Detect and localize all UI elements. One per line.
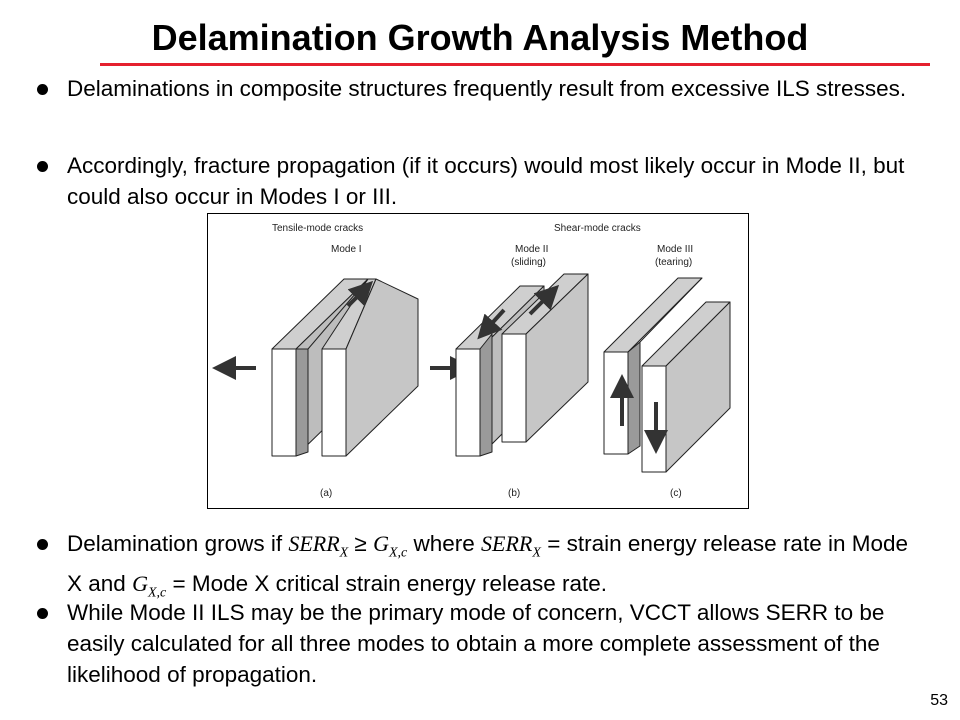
bullet-dot: [37, 539, 48, 550]
bullet-dot: [37, 161, 48, 172]
mode-1-specimen: [271, 278, 419, 457]
caption-c: (c): [670, 488, 682, 499]
mode-2-specimen: [455, 273, 589, 457]
mode-2-arrows: [477, 284, 560, 340]
bullet-text-3: Delamination grows if SERRX ≥ GX,c where…: [67, 528, 922, 609]
serr-x-symbol: SERRX: [288, 531, 349, 561]
bullet-text-2: Accordingly, fracture propagation (if it…: [67, 153, 905, 209]
slide-title: Delamination Growth Analysis Method: [151, 17, 809, 58]
bullet-item-3: Delamination grows if SERRX ≥ GX,c where…: [37, 528, 922, 609]
mode-2-label: Mode II: [515, 244, 548, 255]
text-run: = Mode X critical strain energy release …: [166, 571, 608, 597]
bullet-item-4: While Mode II ILS may be the primary mod…: [37, 597, 922, 690]
mode-3-specimen: [603, 277, 731, 473]
mode-2-sublabel: (sliding): [511, 257, 546, 268]
tensile-mode-header: Tensile-mode cracks: [272, 223, 363, 234]
bullet-text-4: While Mode II ILS may be the primary mod…: [67, 600, 885, 687]
g-xc-symbol: GX,c: [373, 531, 408, 561]
geq-symbol: ≥: [348, 531, 374, 556]
mode-3-label: Mode III: [657, 244, 693, 255]
bullet-text-1: Delaminations in composite structures fr…: [67, 76, 907, 101]
shear-mode-header: Shear-mode cracks: [554, 223, 641, 234]
bullet-item-1: Delaminations in composite structures fr…: [37, 73, 922, 104]
bullet-dot: [37, 84, 48, 95]
bullet-dot: [37, 608, 48, 619]
title-underline: [100, 63, 930, 66]
serr-x-symbol: SERRX: [481, 531, 541, 561]
fracture-modes-diagram: Tensile-mode cracks Shear-mode cracks Mo…: [212, 223, 731, 499]
bullet-item-2: Accordingly, fracture propagation (if it…: [37, 150, 922, 212]
page-number: 53: [930, 692, 948, 709]
text-run: Delamination grows if: [67, 531, 289, 556]
caption-b: (b): [508, 488, 520, 499]
text-run: = strain energy release rate in Mode X a…: [67, 531, 909, 597]
mode-1-label: Mode I: [331, 244, 362, 255]
mode-diagram-figure: Tensile-mode cracks Shear-mode cracks Mo…: [207, 213, 749, 509]
mode-3-arrows: [610, 374, 668, 454]
caption-a: (a): [320, 488, 332, 499]
g-xc-symbol: GX,c: [132, 571, 167, 601]
mode-3-sublabel: (tearing): [655, 257, 692, 268]
text-run: where: [407, 531, 482, 556]
